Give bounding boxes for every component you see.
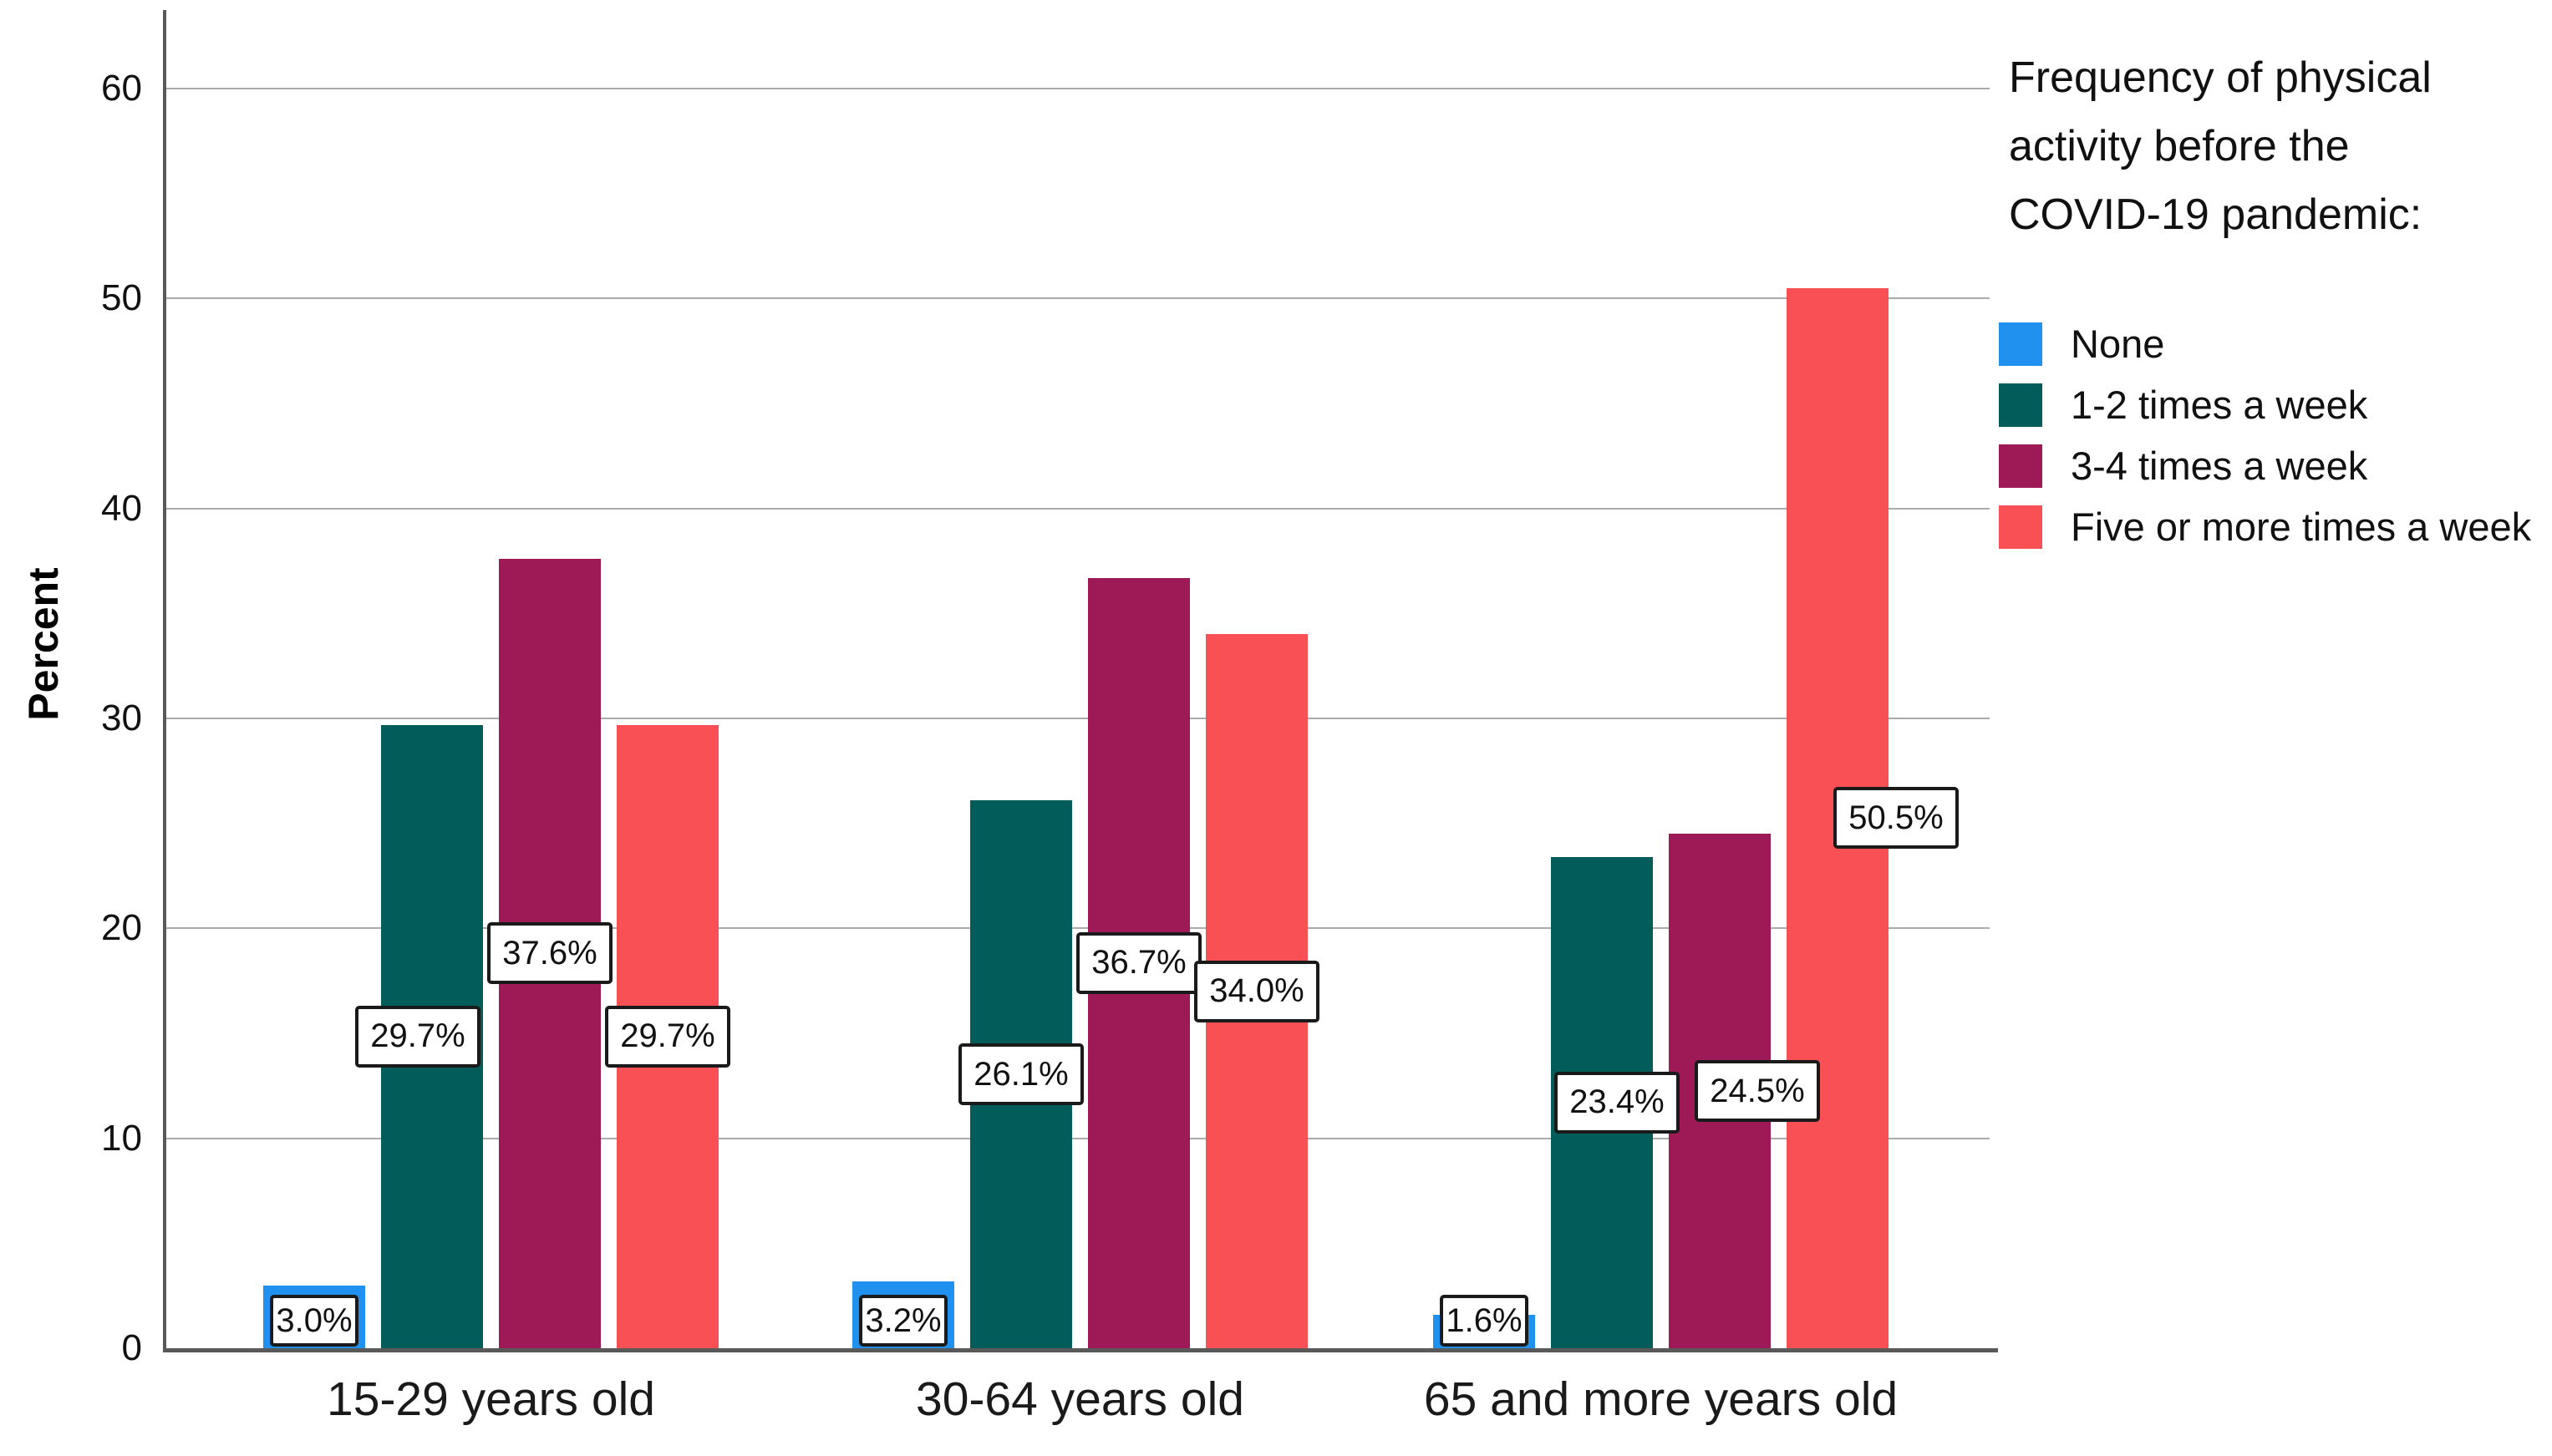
legend-swatch bbox=[1999, 322, 2042, 366]
y-tick-label: 40 bbox=[101, 487, 142, 529]
bar-value-label: 29.7% bbox=[355, 1005, 480, 1068]
bar-value-label: 36.7% bbox=[1076, 931, 1202, 994]
y-tick-label: 10 bbox=[101, 1117, 142, 1159]
y-axis-line bbox=[163, 10, 166, 1352]
legend-item: 1-2 times a week bbox=[1999, 382, 2367, 428]
bar-value-label: 26.1% bbox=[958, 1043, 1084, 1105]
gridline bbox=[166, 1137, 1990, 1139]
x-axis-line bbox=[163, 1348, 1998, 1352]
gridline bbox=[166, 297, 1990, 300]
bar-value-label: 3.2% bbox=[859, 1295, 948, 1347]
bar-value-label: 1.6% bbox=[1440, 1295, 1528, 1347]
y-tick-label: 0 bbox=[121, 1327, 142, 1368]
bar-value-label: 24.5% bbox=[1695, 1060, 1820, 1123]
bar-value-label: 29.7% bbox=[605, 1005, 730, 1068]
legend-swatch bbox=[1999, 383, 2042, 427]
y-tick-label: 60 bbox=[101, 68, 142, 109]
bar-value-label: 23.4% bbox=[1554, 1071, 1680, 1134]
legend-item: 3-4 times a week bbox=[1999, 443, 2367, 489]
legend-item: None bbox=[1999, 321, 2164, 367]
legend-item-label: 1-2 times a week bbox=[2071, 383, 2368, 427]
legend-item-label: Five or more times a week bbox=[2071, 505, 2532, 549]
gridline bbox=[166, 927, 1990, 930]
legend-title-line: activity before the bbox=[2009, 122, 2350, 170]
gridline bbox=[166, 718, 1990, 719]
legend-item-label: 3-4 times a week bbox=[2071, 444, 2368, 488]
legend-title: Frequency of physical activity before th… bbox=[2009, 43, 2432, 249]
legend-title-line: Frequency of physical bbox=[2009, 53, 2432, 102]
y-tick-label: 30 bbox=[101, 698, 142, 738]
x-category-label: 65 and more years old bbox=[1423, 1372, 1899, 1426]
legend-title-line: COVID-19 pandemic: bbox=[2009, 190, 2422, 239]
legend-item: Five or more times a week bbox=[1999, 504, 2531, 550]
bar-value-label: 37.6% bbox=[487, 922, 613, 985]
y-tick-label: 50 bbox=[101, 277, 142, 319]
bar-value-label: 34.0% bbox=[1194, 960, 1319, 1022]
gridline bbox=[166, 88, 1990, 89]
legend-item-label: None bbox=[2071, 322, 2165, 366]
y-tick-label: 20 bbox=[101, 907, 142, 949]
x-category-label: 30-64 years old bbox=[916, 1372, 1244, 1426]
bar-value-label: 3.0% bbox=[270, 1295, 358, 1347]
legend-swatch bbox=[1999, 505, 2042, 549]
legend-swatch bbox=[1999, 444, 2042, 488]
bar-value-label: 50.5% bbox=[1833, 787, 1959, 850]
gridline bbox=[166, 507, 1990, 510]
x-category-label: 15-29 years old bbox=[327, 1372, 655, 1426]
